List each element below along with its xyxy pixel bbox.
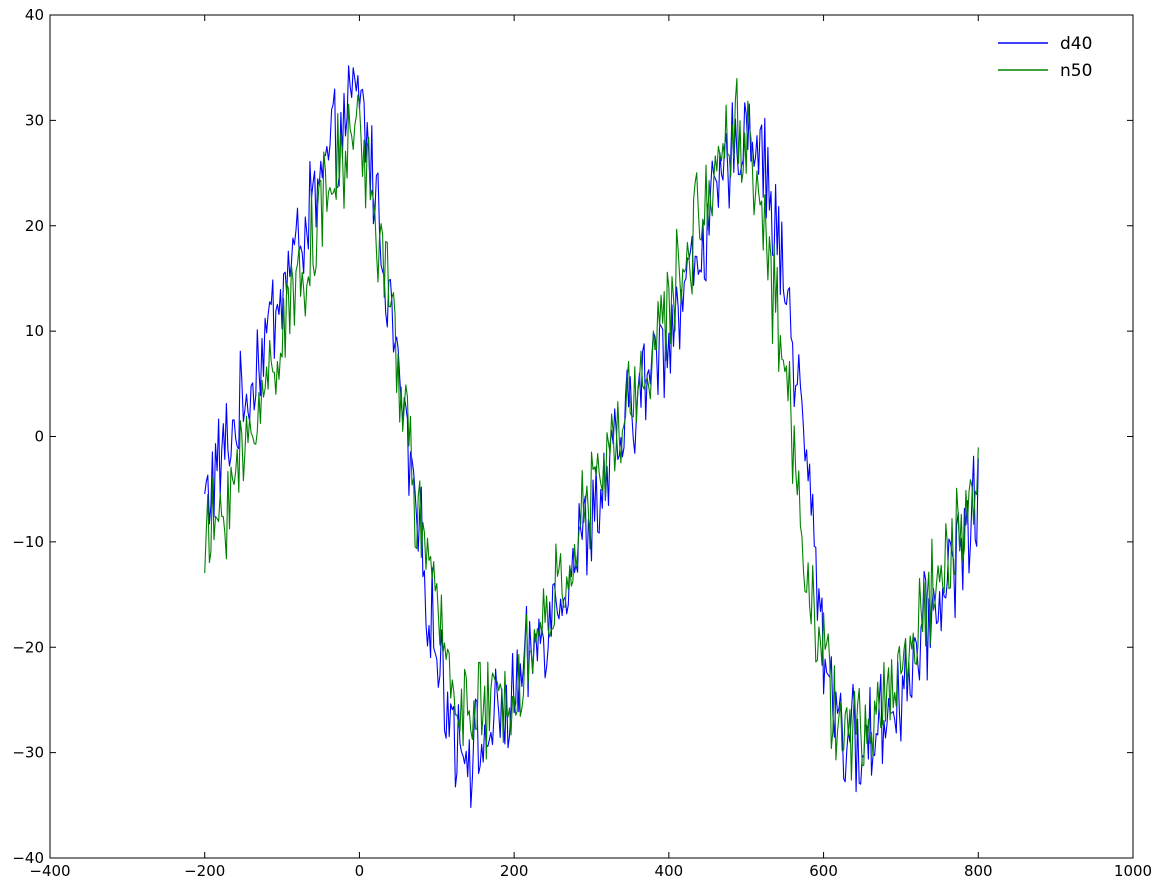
x-tick-label: −400 [29, 862, 70, 880]
legend-label-d40: d40 [1060, 34, 1092, 54]
ticks-layer: −400 −200 0 200 400 600 800 1000 −40 −30 −20 −10 0 10… [12, 6, 1152, 880]
x-tick-label: 200 [500, 862, 529, 880]
series-line-n50 [204, 77, 979, 781]
y-tick-label: −20 [12, 638, 44, 656]
x-tick-label: 0 [355, 862, 365, 880]
y-tick-label: 0 [34, 428, 44, 446]
x-tick-label: 800 [964, 862, 993, 880]
series-layer [204, 65, 979, 809]
x-tick-label: 1000 [1114, 862, 1152, 880]
x-tick-label: 400 [655, 862, 684, 880]
legend-label-n50: n50 [1060, 61, 1092, 81]
plot-area [50, 15, 1133, 858]
series-line-d40 [204, 65, 979, 809]
plot-frame [49, 14, 1134, 859]
x-tick-label: −200 [184, 862, 225, 880]
x-tick-label: 600 [809, 862, 838, 880]
y-tick-label: −10 [12, 533, 44, 551]
y-tick-label: 20 [25, 217, 44, 235]
y-tick-label: 40 [25, 6, 44, 24]
y-tick-label: 30 [25, 111, 44, 129]
y-tick-label: −40 [12, 849, 44, 867]
y-tick-label: −30 [12, 744, 44, 762]
y-tick-label: 10 [25, 322, 44, 340]
